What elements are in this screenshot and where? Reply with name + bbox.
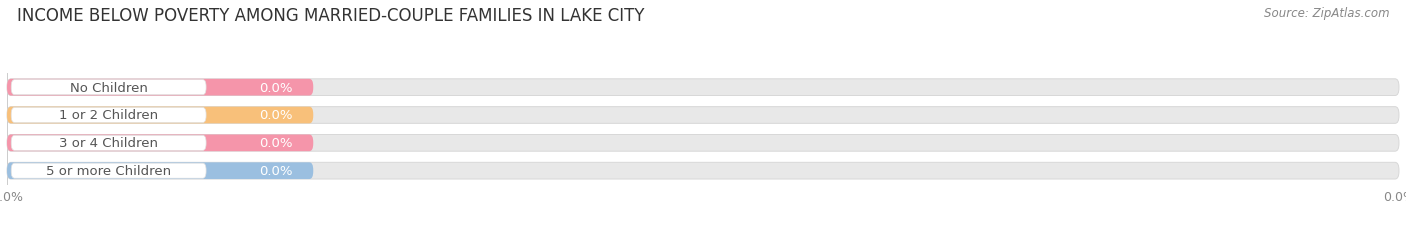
FancyBboxPatch shape: [7, 163, 1399, 179]
FancyBboxPatch shape: [7, 163, 314, 179]
Text: 0.0%: 0.0%: [259, 81, 292, 94]
FancyBboxPatch shape: [11, 80, 207, 95]
FancyBboxPatch shape: [11, 136, 207, 151]
Text: 3 or 4 Children: 3 or 4 Children: [59, 137, 157, 150]
Text: No Children: No Children: [70, 81, 148, 94]
Text: 5 or more Children: 5 or more Children: [46, 164, 172, 177]
Text: Source: ZipAtlas.com: Source: ZipAtlas.com: [1264, 7, 1389, 20]
FancyBboxPatch shape: [7, 135, 1399, 152]
Text: INCOME BELOW POVERTY AMONG MARRIED-COUPLE FAMILIES IN LAKE CITY: INCOME BELOW POVERTY AMONG MARRIED-COUPL…: [17, 7, 644, 25]
Text: 0.0%: 0.0%: [259, 137, 292, 150]
FancyBboxPatch shape: [7, 135, 314, 152]
FancyBboxPatch shape: [7, 79, 314, 96]
FancyBboxPatch shape: [7, 79, 1399, 96]
FancyBboxPatch shape: [7, 107, 1399, 124]
FancyBboxPatch shape: [7, 107, 314, 124]
FancyBboxPatch shape: [11, 164, 207, 178]
Text: 0.0%: 0.0%: [259, 164, 292, 177]
FancyBboxPatch shape: [11, 108, 207, 123]
Text: 0.0%: 0.0%: [259, 109, 292, 122]
Text: 1 or 2 Children: 1 or 2 Children: [59, 109, 159, 122]
